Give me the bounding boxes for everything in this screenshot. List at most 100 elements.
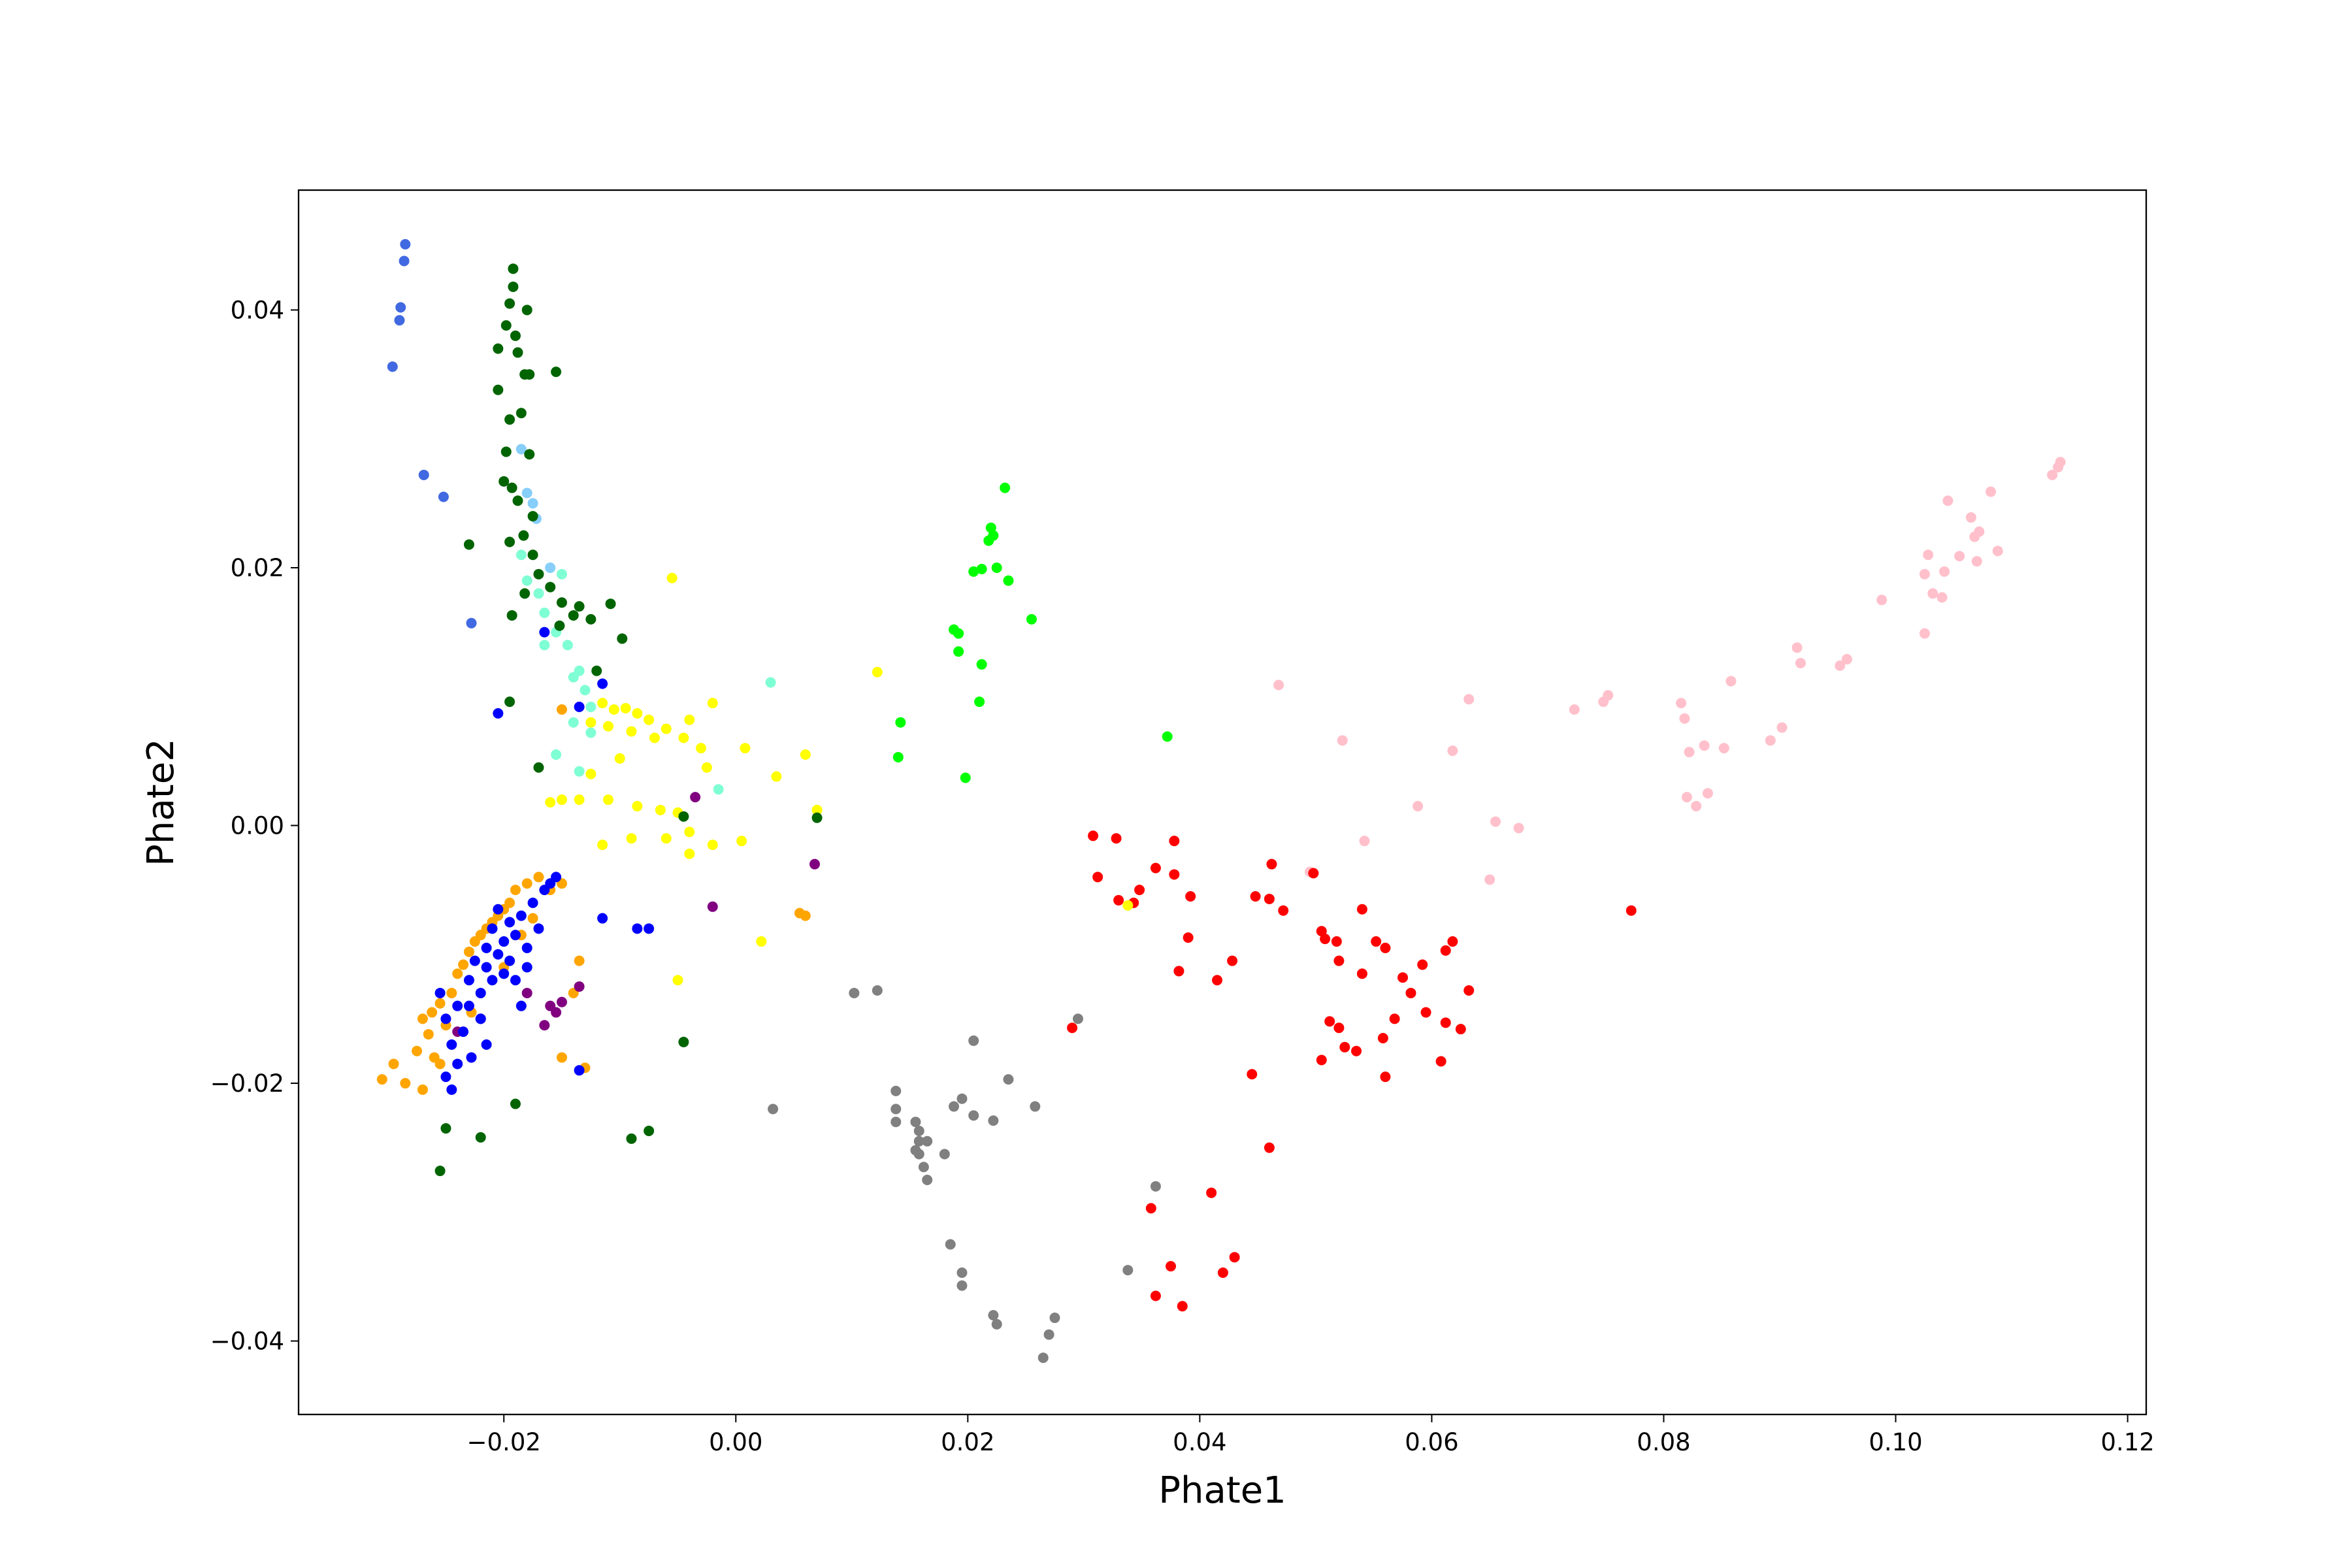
scatter-point	[551, 1007, 562, 1018]
scatter-point	[597, 913, 608, 924]
scatter-point	[666, 572, 678, 583]
scatter-point	[1145, 1203, 1156, 1214]
x-tick-label: 0.04	[1173, 1428, 1226, 1456]
scatter-point	[1513, 823, 1524, 834]
scatter-point	[922, 1174, 933, 1185]
scatter-point	[1003, 575, 1014, 586]
scatter-point	[1049, 1313, 1060, 1324]
scatter-point	[956, 1280, 968, 1291]
scatter-point	[1691, 800, 1702, 811]
scatter-point	[1212, 975, 1223, 986]
scatter-point	[521, 878, 532, 889]
scatter-point	[707, 698, 718, 709]
scatter-point	[527, 913, 538, 924]
scatter-point	[527, 498, 538, 509]
scatter-point	[512, 347, 523, 358]
scatter-point	[521, 987, 532, 998]
scatter-point	[1331, 936, 1342, 947]
scatter-point	[809, 858, 820, 870]
scatter-point	[508, 281, 519, 292]
scatter-point	[574, 1065, 585, 1076]
scatter-point	[551, 367, 562, 378]
scatter-point	[968, 566, 979, 577]
scatter-point	[1380, 942, 1391, 953]
plot-frame	[297, 189, 2148, 1416]
scatter-point	[481, 1039, 492, 1050]
scatter-point	[585, 613, 596, 625]
scatter-point	[1965, 512, 1976, 523]
scatter-point	[701, 762, 712, 773]
scatter-point	[1134, 885, 1145, 896]
scatter-point	[556, 568, 567, 580]
scatter-point	[585, 702, 596, 713]
scatter-point	[1420, 1007, 1431, 1018]
scatter-point	[463, 975, 474, 986]
scatter-point	[400, 238, 411, 250]
scatter-point	[597, 698, 608, 709]
scatter-point	[1229, 1252, 1240, 1263]
scatter-point	[440, 1071, 451, 1083]
scatter-point	[463, 539, 474, 550]
scatter-point	[533, 762, 544, 773]
scatter-point	[510, 975, 521, 986]
scatter-point	[487, 975, 498, 986]
scatter-point	[500, 320, 512, 331]
scatter-point	[1718, 743, 1729, 754]
scatter-point	[1359, 836, 1370, 847]
scatter-point	[452, 1058, 463, 1070]
scatter-point	[498, 476, 510, 487]
scatter-point	[974, 696, 985, 708]
scatter-point	[1247, 1069, 1258, 1080]
scatter-point	[1791, 642, 1803, 653]
scatter-point	[1067, 1022, 1078, 1034]
scatter-point	[510, 1098, 521, 1109]
scatter-point	[1316, 1054, 1327, 1066]
scatter-point	[1835, 660, 1846, 671]
scatter-point	[556, 1052, 567, 1063]
scatter-point	[533, 588, 544, 599]
scatter-point	[1681, 792, 1692, 803]
x-tick-label: 0.12	[2100, 1428, 2154, 1456]
scatter-point	[458, 1026, 469, 1037]
scatter-point	[493, 949, 504, 960]
scatter-point	[475, 1013, 486, 1024]
scatter-point	[1463, 694, 1475, 705]
scatter-point	[649, 732, 661, 743]
scatter-point	[574, 955, 585, 966]
scatter-point	[892, 751, 904, 762]
scatter-point	[440, 1123, 451, 1134]
scatter-point	[376, 1074, 387, 1085]
scatter-point	[2047, 469, 2058, 480]
scatter-point	[1037, 1352, 1049, 1364]
scatter-point	[991, 1318, 1002, 1330]
scatter-point	[895, 717, 906, 728]
scatter-point	[1725, 676, 1737, 687]
scatter-point	[504, 897, 515, 908]
scatter-point	[1939, 566, 1950, 577]
scatter-point	[539, 640, 550, 651]
scatter-point	[890, 1103, 902, 1115]
scatter-point	[626, 833, 637, 844]
scatter-point	[1455, 1024, 1466, 1035]
scatter-point	[1339, 1041, 1350, 1053]
scatter-point	[1150, 1181, 1161, 1192]
scatter-point	[394, 315, 405, 326]
scatter-point	[1413, 800, 1424, 811]
scatter-point	[910, 1117, 921, 1128]
scatter-point	[412, 1045, 423, 1056]
scatter-point	[617, 633, 628, 644]
scatter-point	[568, 672, 579, 683]
scatter-point	[510, 930, 521, 941]
scatter-point	[446, 1039, 457, 1050]
scatter-point	[1992, 546, 2003, 557]
scatter-point	[678, 811, 689, 822]
scatter-point	[1177, 1301, 1188, 1312]
scatter-point	[585, 727, 596, 738]
scatter-point	[466, 1052, 477, 1063]
scatter-point	[632, 800, 643, 811]
scatter-point	[1380, 1071, 1391, 1083]
scatter-point	[515, 910, 527, 921]
scatter-point	[678, 732, 689, 743]
scatter-point	[519, 588, 531, 599]
scatter-point	[956, 1093, 968, 1104]
